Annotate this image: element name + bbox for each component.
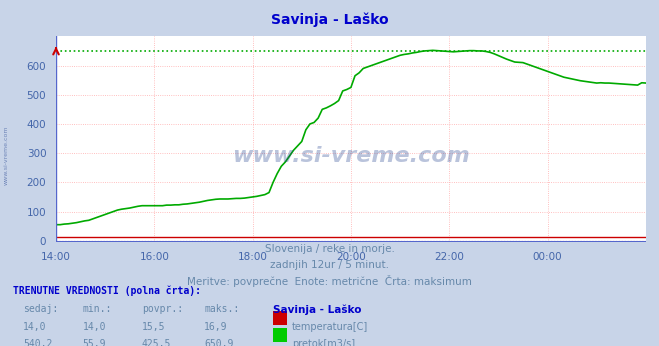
Text: Meritve: povprečne  Enote: metrične  Črta: maksimum: Meritve: povprečne Enote: metrične Črta:… xyxy=(187,275,472,287)
Text: sedaj:: sedaj: xyxy=(23,304,58,315)
Text: temperatura[C]: temperatura[C] xyxy=(292,322,368,332)
Text: 55,9: 55,9 xyxy=(82,339,106,346)
Text: zadnjih 12ur / 5 minut.: zadnjih 12ur / 5 minut. xyxy=(270,260,389,270)
Text: www.si-vreme.com: www.si-vreme.com xyxy=(3,126,9,185)
Text: Savinja - Laško: Savinja - Laško xyxy=(273,304,362,315)
Text: 425,5: 425,5 xyxy=(142,339,171,346)
Text: min.:: min.: xyxy=(82,304,112,315)
Text: TRENUTNE VREDNOSTI (polna črta):: TRENUTNE VREDNOSTI (polna črta): xyxy=(13,285,201,296)
Text: maks.:: maks.: xyxy=(204,304,239,315)
Text: 14,0: 14,0 xyxy=(82,322,106,332)
Text: www.si-vreme.com: www.si-vreme.com xyxy=(232,146,470,166)
Text: 14,0: 14,0 xyxy=(23,322,47,332)
Text: pretok[m3/s]: pretok[m3/s] xyxy=(292,339,355,346)
Text: 650,9: 650,9 xyxy=(204,339,234,346)
Text: Slovenija / reke in morje.: Slovenija / reke in morje. xyxy=(264,244,395,254)
Text: Savinja - Laško: Savinja - Laško xyxy=(271,12,388,27)
Text: 540,2: 540,2 xyxy=(23,339,53,346)
Text: povpr.:: povpr.: xyxy=(142,304,183,315)
Text: 16,9: 16,9 xyxy=(204,322,228,332)
Text: 15,5: 15,5 xyxy=(142,322,165,332)
